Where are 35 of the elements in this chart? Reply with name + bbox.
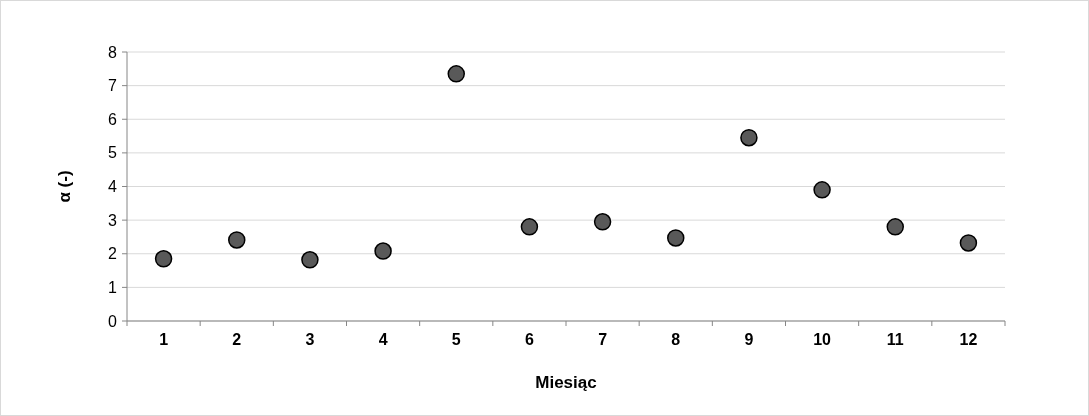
point [520,218,539,236]
point [886,218,904,236]
point [301,251,319,269]
x-tick-label: 8 [671,331,681,348]
y-tick-label: 2 [108,245,118,263]
x-tick-label: 5 [451,331,461,348]
y-tick-label: 5 [108,144,118,162]
x-tick-label: 1 [159,331,169,348]
x-tick-label: 7 [598,331,608,348]
point [228,231,246,249]
y-tick-label: 1 [108,278,118,296]
x-tick-label: 2 [232,331,242,348]
point [959,234,978,252]
y-tick-label: 4 [108,178,118,196]
point [813,181,831,199]
y-tick-label: 0 [108,312,118,330]
x-tick-label: 4 [378,331,388,348]
x-tick-label: 11 [886,331,904,348]
y-tick-label: 6 [108,110,118,128]
y-tick-label: 3 [108,211,118,229]
point [447,65,465,83]
x-tick-label: 12 [959,331,978,348]
point [154,250,173,268]
x-tick-label: 9 [744,331,754,348]
x-tick-label: 6 [524,331,534,348]
point [667,229,685,247]
point [374,242,392,260]
y-tick-label: 8 [108,43,118,61]
point [740,128,758,147]
x-axis-title: Miesiąc [535,373,597,392]
x-tick-label: 10 [813,331,832,348]
y-axis-title: α (-) [55,170,74,203]
point [593,213,612,231]
x-tick-label: 3 [305,331,315,348]
y-tick-label: 7 [108,77,118,95]
